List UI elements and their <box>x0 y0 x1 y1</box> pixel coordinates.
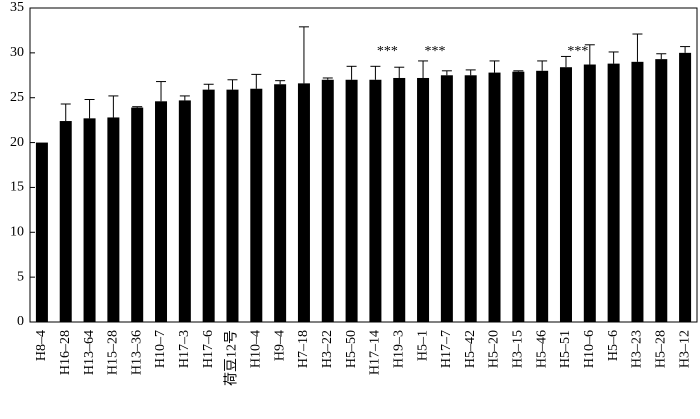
x-tick-label: H17–7 <box>439 330 454 368</box>
bar <box>512 71 525 322</box>
annotation: *** <box>567 44 588 59</box>
y-tick-label: 10 <box>10 225 24 240</box>
annotation: *** <box>424 44 445 59</box>
x-tick-label: H5–28 <box>653 330 668 368</box>
y-tick-label: 30 <box>10 45 24 60</box>
bar <box>297 83 310 322</box>
bar <box>607 63 620 322</box>
x-tick-label: H9–4 <box>272 330 287 361</box>
bar <box>679 52 692 322</box>
x-tick-label: H17–6 <box>201 330 216 368</box>
bar <box>274 84 287 322</box>
x-tick-label: H7–18 <box>296 330 311 368</box>
bar <box>178 100 191 322</box>
y-tick-label: 5 <box>17 269 24 284</box>
bar <box>321 79 334 323</box>
x-tick-label: H5–42 <box>463 330 478 368</box>
x-tick-label: H5–46 <box>534 330 549 368</box>
x-tick-label: H3–12 <box>677 330 692 368</box>
x-tick-label: H8–4 <box>34 330 49 361</box>
x-tick-label: H10–6 <box>582 330 597 368</box>
plot-frame <box>29 7 698 323</box>
x-tick-label: H19–3 <box>391 330 406 368</box>
bar <box>250 88 263 322</box>
y-tick-label: 20 <box>10 135 24 150</box>
x-tick-label: H13–64 <box>82 330 97 375</box>
x-tick-label: 荷豆12号 <box>224 330 240 386</box>
bar <box>202 89 215 322</box>
x-tick-label: H15–28 <box>106 330 121 375</box>
y-tick-label: 0 <box>17 314 24 329</box>
bar <box>369 79 382 323</box>
x-tick-label: H16–28 <box>58 330 73 375</box>
x-tick-label: H3–15 <box>511 330 526 368</box>
bar <box>393 77 406 322</box>
bar <box>417 77 430 322</box>
bar <box>536 70 549 322</box>
bar <box>83 118 96 322</box>
bar <box>440 75 453 323</box>
x-tick-label: H5–51 <box>558 330 573 368</box>
y-tick-label: 25 <box>10 90 24 105</box>
bar <box>155 101 168 322</box>
bar <box>35 142 48 322</box>
x-tick-label: H5–50 <box>344 330 359 368</box>
bar <box>488 72 501 322</box>
bar <box>655 59 668 322</box>
bar <box>559 67 572 322</box>
bar <box>631 61 644 322</box>
x-tick-label: H3–22 <box>320 330 335 368</box>
bar <box>131 107 144 322</box>
bar <box>345 79 358 323</box>
annotation: *** <box>377 44 398 59</box>
y-tick-label: 15 <box>10 180 24 195</box>
bar <box>107 117 120 322</box>
x-tick-label: H3–23 <box>630 330 645 368</box>
bar <box>583 64 596 323</box>
x-tick-label: H17–14 <box>368 330 383 375</box>
x-tick-label: H5–20 <box>487 330 502 368</box>
x-tick-label: H5–1 <box>415 330 430 361</box>
x-tick-label: H10–4 <box>249 330 264 368</box>
bar <box>59 121 72 322</box>
bar <box>464 75 477 323</box>
x-tick-label: H10–7 <box>153 330 168 368</box>
x-tick-label: H17–3 <box>177 330 192 368</box>
bar <box>226 89 239 322</box>
x-tick-label: H13–36 <box>129 330 144 375</box>
y-tick-label: 35 <box>10 0 24 15</box>
x-tick-label: H5–6 <box>606 330 621 361</box>
